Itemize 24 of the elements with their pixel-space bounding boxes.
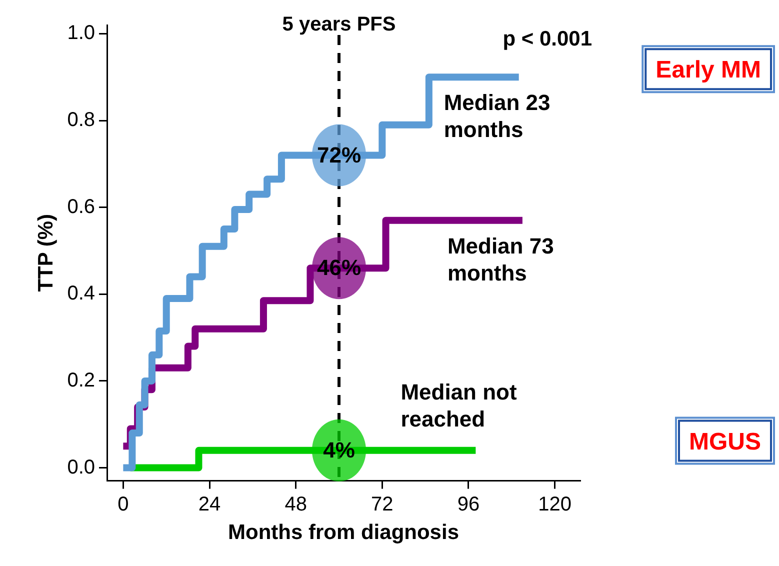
x-tick-label: 120 (538, 493, 572, 516)
annotation: p < 0.001 (502, 27, 592, 50)
x-tick-label: 96 (457, 493, 480, 516)
x-tick-label: 24 (198, 493, 221, 516)
annotation: 72% (316, 142, 362, 168)
text: MGUS (689, 428, 761, 456)
y-tick-label: 0.4 (67, 282, 96, 305)
annotation: 4% (323, 437, 355, 462)
y-tick-label: 0.8 (67, 109, 96, 132)
y-axis-title: TTP (%) (34, 214, 58, 292)
annotation: Median 23 months (444, 90, 550, 142)
x-axis-title: Months from diagnosis (228, 521, 459, 544)
ref-line-label: 5 years PFS (282, 14, 396, 36)
annotation: 46% (316, 255, 362, 280)
x-tick-label: 48 (284, 493, 307, 516)
y-tick-label: 1.0 (67, 22, 96, 44)
y-tick-label: 0.0 (67, 456, 96, 478)
annotation: Median 73 months (447, 233, 554, 286)
y-tick-label: 0.6 (67, 196, 96, 218)
text: Early MM (656, 56, 762, 84)
annotation: Median not reached (400, 379, 518, 432)
x-tick-label: 72 (371, 493, 394, 516)
y-tick-label: 0.2 (67, 369, 96, 392)
x-tick-label: 0 (118, 493, 129, 516)
